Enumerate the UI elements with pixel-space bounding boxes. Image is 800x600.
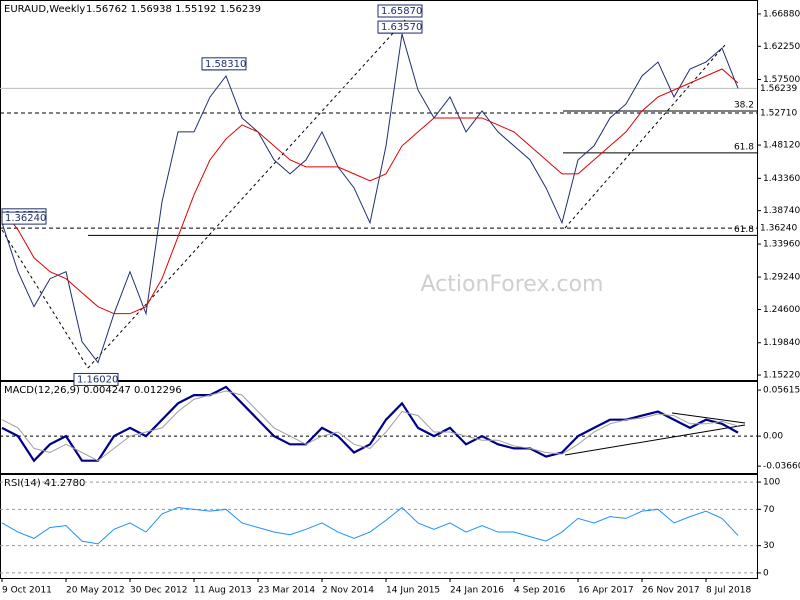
- annotation-box: [201, 57, 247, 71]
- annotation-box: [377, 4, 423, 18]
- y-tick-label: 1.19840: [763, 338, 800, 348]
- y-tick-label: 1.62250: [763, 42, 800, 52]
- macd-panel: [0, 381, 758, 474]
- x-tick-label: 8 Jul 2018: [706, 586, 751, 596]
- chart-title: EURAUD,Weekly: [4, 4, 85, 15]
- y-tick-label: 30: [763, 541, 775, 551]
- x-tick-label: 2 Nov 2014: [322, 586, 374, 596]
- x-tick-label: 4 Sep 2016: [514, 586, 566, 596]
- annotation-label: 1.63570: [381, 22, 422, 33]
- y-tick-label: 0: [763, 568, 769, 578]
- annotation-box: [377, 20, 423, 34]
- watermark: ActionForex.com: [421, 272, 604, 297]
- x-tick-label: 9 Oct 2011: [2, 586, 52, 596]
- y-tick-label: 1.15220: [763, 371, 800, 381]
- annotation-label: 1.65870: [381, 6, 422, 17]
- rsi-panel: [0, 474, 758, 579]
- y-tick-label: 100: [763, 478, 780, 488]
- series-line: [1, 506, 739, 545]
- price-tag: [758, 222, 800, 235]
- annotation-box: [1, 211, 47, 225]
- y-tick-label: 1.66880: [763, 9, 800, 19]
- y-tick-label: 1.24600: [763, 305, 800, 315]
- macd-trend-line: [564, 424, 746, 456]
- series-line: [1, 390, 739, 462]
- price-tag-label: 1.52710: [760, 108, 797, 118]
- macd-trend-line: [671, 412, 746, 424]
- trend-line: [564, 44, 726, 229]
- price-panel: [0, 0, 758, 381]
- trend-line: [87, 19, 406, 369]
- x-tick-label: 20 May 2012: [66, 586, 125, 596]
- series-line: [1, 33, 739, 364]
- annotation-label: 1.36240: [5, 213, 46, 224]
- y-tick-label: 0.056154: [763, 386, 800, 396]
- price-tag: [758, 82, 800, 95]
- macd-title: MACD(12,26,9) 0.004247 0.012296: [4, 385, 182, 396]
- y-tick-label: 1.29240: [763, 273, 800, 283]
- rsi-title: RSI(14) 41.2780: [4, 478, 85, 489]
- fib-label: 61.8: [734, 142, 754, 152]
- x-tick-label: 23 Mar 2014: [258, 586, 315, 596]
- x-tick-label: 11 Aug 2013: [194, 586, 252, 596]
- chart-subtitle: 1.56762 1.56938 1.55192 1.56239: [86, 4, 261, 15]
- y-tick-label: 1.57500: [763, 75, 800, 85]
- x-tick-label: 26 Nov 2017: [642, 586, 700, 596]
- y-tick-label: 1.38740: [763, 206, 800, 216]
- series-line: [1, 68, 739, 315]
- price-tag-label: 1.56239: [760, 84, 797, 94]
- annotation-box: [73, 372, 119, 386]
- y-tick-label: 1.33960: [763, 240, 800, 250]
- y-tick-label: -0.036601: [763, 462, 800, 472]
- annotation-label: 1.16020: [77, 374, 118, 385]
- price-tag: [758, 106, 800, 119]
- series-line: [1, 385, 739, 463]
- x-tick-label: 24 Jan 2016: [450, 586, 504, 596]
- fib-label: 61.8: [734, 225, 754, 235]
- fib-label: 38.2: [734, 100, 754, 110]
- y-tick-label: 1.48120: [763, 141, 800, 151]
- annotation-label: 1.58310: [205, 59, 246, 70]
- x-tick-label: 16 Apr 2017: [578, 586, 634, 596]
- x-tick-label: 30 Dec 2012: [130, 586, 188, 596]
- y-tick-label: 70: [763, 505, 775, 515]
- y-tick-label: 0.00: [763, 432, 783, 442]
- x-tick-label: 14 Jun 2015: [386, 586, 440, 596]
- y-tick-label: 1.43360: [763, 174, 800, 184]
- price-tag-label: 1.36240: [760, 224, 797, 234]
